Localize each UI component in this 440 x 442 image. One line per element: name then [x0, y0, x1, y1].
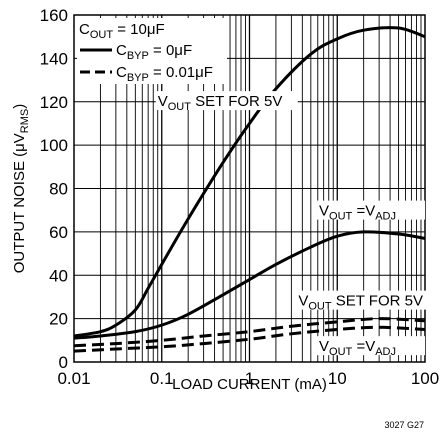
y-tick-label: 100: [40, 136, 68, 155]
annotation-voutadj-solid: VOUT =VADJ: [319, 203, 396, 223]
annotation-background: [155, 91, 298, 111]
series-line-4: [73, 325, 426, 353]
annotation-background: [296, 290, 437, 310]
legend-item-label: CBYP = 0.01μF: [116, 64, 213, 84]
x-tick-label: 0.01: [57, 369, 90, 388]
series-line-3: [73, 317, 426, 348]
y-tick-label: 0: [59, 353, 68, 372]
annotation-background: [317, 200, 426, 220]
legend-item-label: CBYP = 0μF: [116, 42, 192, 62]
y-tick-label: 120: [40, 93, 68, 112]
legend-title: COUT = 10μF: [79, 21, 165, 41]
y-tick-label: 140: [40, 49, 68, 68]
y-tick-label: 160: [40, 6, 68, 25]
x-tick-label: 1: [245, 369, 254, 388]
x-axis-label: LOAD CURRENT (mA): [172, 376, 327, 393]
y-tick-label: 20: [49, 310, 68, 329]
y-tick-label: 40: [49, 266, 68, 285]
annotation-vout5-dashed: VOUT SET FOR 5V: [298, 293, 423, 313]
x-tick-label: 100: [411, 369, 439, 388]
series-group: [73, 26, 426, 353]
annotation-voutadj-dashed: VOUT =VADJ: [319, 338, 396, 358]
x-tick-label: 10: [328, 369, 347, 388]
tick-labels: 0 20 40 60 80 100 120 140 160 0.01 0.1 1 10 100: [40, 6, 440, 388]
y-axis-label: OUTPUT NOISE (μVRMS): [11, 104, 31, 274]
series-line-2: [73, 230, 426, 340]
series-line-1: [73, 26, 426, 338]
annotation-background: [317, 336, 426, 356]
plot-frame: [73, 14, 426, 363]
figure-id: 3027 G27: [384, 420, 424, 430]
y-tick-label: 60: [49, 223, 68, 242]
annotations: VOUT SET FOR 5V VOUT =VADJ VOUT SET FOR 5V…: [155, 91, 437, 358]
y-tick-label: 80: [49, 180, 68, 199]
annotation-vout5-solid: VOUT SET FOR 5V: [158, 93, 283, 113]
x-tick-label: 0.1: [150, 369, 174, 388]
